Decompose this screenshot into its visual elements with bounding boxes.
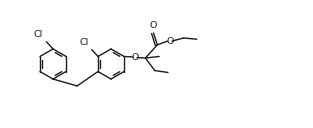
Text: O: O: [149, 21, 156, 30]
Text: Cl: Cl: [33, 30, 42, 39]
Text: O: O: [131, 53, 138, 62]
Text: Cl: Cl: [79, 38, 88, 47]
Text: O: O: [166, 37, 173, 46]
